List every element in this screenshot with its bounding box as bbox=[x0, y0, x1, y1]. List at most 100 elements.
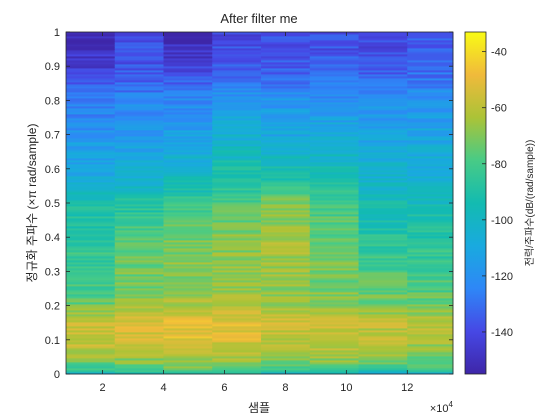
heatmap-cell bbox=[114, 360, 164, 363]
heatmap-cell bbox=[261, 72, 311, 75]
heatmap-cell bbox=[358, 318, 408, 321]
heatmap-cell bbox=[407, 350, 454, 353]
heatmap-cell bbox=[358, 100, 408, 103]
heatmap-cell bbox=[261, 160, 311, 163]
heatmap-cell bbox=[212, 38, 262, 41]
heatmap-cell bbox=[114, 358, 164, 361]
heatmap-cell bbox=[212, 90, 262, 93]
heatmap-cell bbox=[66, 260, 116, 263]
heatmap-cell bbox=[212, 164, 262, 167]
heatmap-cell bbox=[114, 250, 164, 253]
heatmap-cell bbox=[163, 320, 213, 323]
heatmap-cell bbox=[358, 298, 408, 301]
heatmap-cell bbox=[212, 288, 262, 291]
heatmap-cell bbox=[114, 302, 164, 305]
heatmap-cell bbox=[309, 130, 359, 133]
heatmap-cell bbox=[261, 186, 311, 189]
heatmap-cell bbox=[163, 110, 213, 113]
heatmap-cell bbox=[358, 228, 408, 231]
heatmap-cell bbox=[358, 202, 408, 205]
heatmap-cell bbox=[212, 242, 262, 245]
heatmap-cell bbox=[114, 192, 164, 195]
heatmap-cell bbox=[114, 226, 164, 229]
heatmap-cell bbox=[309, 90, 359, 93]
heatmap-cell bbox=[358, 336, 408, 339]
heatmap-cell bbox=[261, 302, 311, 305]
heatmap-cell bbox=[407, 190, 454, 193]
heatmap-cell bbox=[66, 252, 116, 255]
heatmap-segment bbox=[309, 32, 359, 375]
heatmap-cell bbox=[358, 346, 408, 349]
heatmap-cell bbox=[114, 150, 164, 153]
heatmap-cell bbox=[407, 150, 454, 153]
heatmap-cell bbox=[358, 56, 408, 59]
heatmap-cell bbox=[358, 44, 408, 47]
heatmap-cell bbox=[66, 34, 116, 37]
heatmap-cell bbox=[163, 312, 213, 315]
y-tick-label: 1 bbox=[54, 27, 60, 39]
heatmap-cell bbox=[114, 58, 164, 61]
heatmap-cell bbox=[114, 176, 164, 179]
heatmap-cell bbox=[309, 118, 359, 121]
heatmap-cell bbox=[407, 270, 454, 273]
heatmap-cell bbox=[407, 114, 454, 117]
heatmap-cell bbox=[309, 298, 359, 301]
heatmap-cell bbox=[212, 354, 262, 357]
heatmap-cell bbox=[163, 140, 213, 143]
heatmap-cell bbox=[407, 144, 454, 147]
heatmap-cell bbox=[407, 346, 454, 349]
heatmap-cell bbox=[309, 104, 359, 107]
heatmap-cell bbox=[309, 106, 359, 109]
heatmap-cell bbox=[212, 224, 262, 227]
heatmap-cell bbox=[358, 324, 408, 327]
heatmap-cell bbox=[212, 102, 262, 105]
heatmap-cell bbox=[309, 318, 359, 321]
heatmap-cell bbox=[309, 200, 359, 203]
heatmap-cell bbox=[407, 134, 454, 137]
heatmap-cell bbox=[66, 354, 116, 357]
heatmap-cell bbox=[114, 246, 164, 249]
heatmap-cell bbox=[212, 342, 262, 345]
heatmap-cell bbox=[66, 40, 116, 43]
heatmap-cell bbox=[358, 178, 408, 181]
heatmap-cell bbox=[114, 206, 164, 209]
heatmap-cell bbox=[309, 274, 359, 277]
heatmap-cell bbox=[358, 352, 408, 355]
heatmap-cell bbox=[407, 234, 454, 237]
heatmap-cell bbox=[66, 190, 116, 193]
heatmap-cell bbox=[407, 178, 454, 181]
heatmap-cell bbox=[261, 170, 311, 173]
heatmap-cell bbox=[358, 148, 408, 151]
heatmap-cell bbox=[66, 258, 116, 261]
heatmap-cell bbox=[66, 96, 116, 99]
heatmap-cell bbox=[66, 230, 116, 233]
heatmap-cell bbox=[163, 334, 213, 337]
heatmap-cell bbox=[114, 146, 164, 149]
heatmap-cell bbox=[309, 166, 359, 169]
heatmap-cell bbox=[358, 280, 408, 283]
heatmap-cell bbox=[212, 294, 262, 297]
heatmap-cell bbox=[114, 106, 164, 109]
heatmap-cell bbox=[114, 114, 164, 117]
heatmap-cell bbox=[66, 286, 116, 289]
heatmap-cell bbox=[212, 132, 262, 135]
heatmap-cell bbox=[261, 216, 311, 219]
heatmap-cell bbox=[261, 144, 311, 147]
heatmap-cell bbox=[163, 200, 213, 203]
heatmap-cell bbox=[261, 280, 311, 283]
heatmap-cell bbox=[407, 102, 454, 105]
heatmap-cell bbox=[309, 34, 359, 37]
heatmap-cell bbox=[407, 250, 454, 253]
heatmap-cell bbox=[358, 240, 408, 243]
heatmap-cell bbox=[309, 154, 359, 157]
heatmap-cell bbox=[358, 368, 408, 371]
heatmap-cell bbox=[261, 266, 311, 269]
heatmap-cell bbox=[407, 246, 454, 249]
heatmap-cell bbox=[261, 178, 311, 181]
heatmap-cell bbox=[358, 236, 408, 239]
heatmap-cell bbox=[114, 118, 164, 121]
heatmap-cell bbox=[114, 354, 164, 357]
heatmap-cell bbox=[407, 50, 454, 53]
heatmap-cell bbox=[261, 192, 311, 195]
